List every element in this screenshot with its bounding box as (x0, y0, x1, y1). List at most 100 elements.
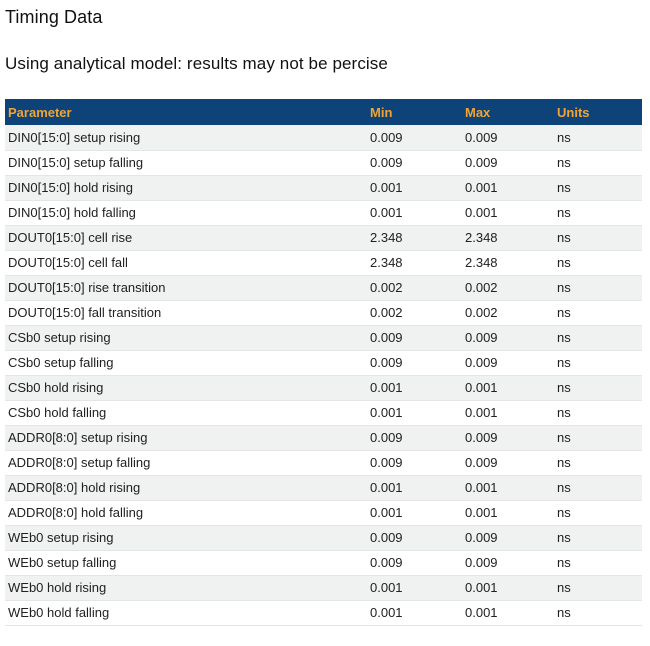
table-row: WEb0 hold falling 0.001 0.001 ns (5, 600, 642, 626)
cell-min: 0.001 (370, 200, 465, 226)
cell-parameter: CSb0 setup falling (5, 350, 370, 376)
cell-max: 0.001 (465, 475, 557, 501)
cell-max: 0.009 (465, 150, 557, 176)
cell-parameter: ADDR0[8:0] hold rising (5, 475, 370, 501)
cell-min: 0.002 (370, 275, 465, 301)
column-header-units: Units (557, 99, 642, 125)
page-subtitle: Using analytical model: results may not … (5, 54, 388, 73)
table-header: Parameter Min Max Units (5, 99, 642, 125)
cell-units: ns (557, 275, 642, 301)
timing-data-table: Parameter Min Max Units DIN0[15:0] setup… (5, 99, 642, 626)
cell-parameter: DIN0[15:0] setup rising (5, 125, 370, 151)
cell-units: ns (557, 150, 642, 176)
cell-max: 0.009 (465, 450, 557, 476)
cell-parameter: WEb0 hold rising (5, 575, 370, 601)
cell-min: 0.009 (370, 425, 465, 451)
cell-parameter: WEb0 setup rising (5, 525, 370, 551)
cell-parameter: WEb0 hold falling (5, 600, 370, 626)
column-header-min: Min (370, 99, 465, 125)
cell-units: ns (557, 125, 642, 151)
cell-units: ns (557, 200, 642, 226)
cell-max: 0.001 (465, 175, 557, 201)
cell-units: ns (557, 225, 642, 251)
cell-units: ns (557, 575, 642, 601)
cell-max: 0.001 (465, 375, 557, 401)
cell-units: ns (557, 550, 642, 576)
cell-parameter: CSb0 hold rising (5, 375, 370, 401)
cell-min: 0.001 (370, 375, 465, 401)
cell-parameter: ADDR0[8:0] hold falling (5, 500, 370, 526)
cell-min: 2.348 (370, 250, 465, 276)
cell-min: 0.009 (370, 350, 465, 376)
cell-max: 0.001 (465, 200, 557, 226)
table-header-row: Parameter Min Max Units (5, 99, 642, 125)
table-row: DOUT0[15:0] cell fall 2.348 2.348 ns (5, 250, 642, 276)
cell-max: 0.009 (465, 350, 557, 376)
cell-units: ns (557, 450, 642, 476)
cell-units: ns (557, 425, 642, 451)
cell-parameter: ADDR0[8:0] setup falling (5, 450, 370, 476)
cell-max: 0.002 (465, 300, 557, 326)
table-row: DOUT0[15:0] fall transition 0.002 0.002 … (5, 300, 642, 326)
table-row: DIN0[15:0] setup rising 0.009 0.009 ns (5, 125, 642, 151)
cell-parameter: ADDR0[8:0] setup rising (5, 425, 370, 451)
page-title: Timing Data (5, 7, 103, 27)
cell-parameter: DIN0[15:0] hold rising (5, 175, 370, 201)
table-row: ADDR0[8:0] setup falling 0.009 0.009 ns (5, 450, 642, 476)
table-row: CSb0 hold rising 0.001 0.001 ns (5, 375, 642, 401)
table-row: DOUT0[15:0] cell rise 2.348 2.348 ns (5, 225, 642, 251)
table-row: WEb0 setup rising 0.009 0.009 ns (5, 525, 642, 551)
cell-max: 0.001 (465, 575, 557, 601)
cell-min: 0.009 (370, 450, 465, 476)
table-row: DOUT0[15:0] rise transition 0.002 0.002 … (5, 275, 642, 301)
table-row: DIN0[15:0] hold rising 0.001 0.001 ns (5, 175, 642, 201)
table-row: ADDR0[8:0] hold rising 0.001 0.001 ns (5, 475, 642, 501)
cell-max: 2.348 (465, 225, 557, 251)
cell-max: 0.001 (465, 500, 557, 526)
cell-parameter: DOUT0[15:0] fall transition (5, 300, 370, 326)
cell-max: 2.348 (465, 250, 557, 276)
cell-min: 0.001 (370, 500, 465, 526)
cell-min: 0.001 (370, 475, 465, 501)
table-row: CSb0 hold falling 0.001 0.001 ns (5, 400, 642, 426)
cell-max: 0.009 (465, 425, 557, 451)
cell-units: ns (557, 300, 642, 326)
cell-min: 0.009 (370, 525, 465, 551)
cell-max: 0.002 (465, 275, 557, 301)
cell-min: 0.001 (370, 400, 465, 426)
cell-max: 0.009 (465, 325, 557, 351)
cell-parameter: WEb0 setup falling (5, 550, 370, 576)
table-row: ADDR0[8:0] hold falling 0.001 0.001 ns (5, 500, 642, 526)
cell-units: ns (557, 175, 642, 201)
cell-max: 0.001 (465, 400, 557, 426)
cell-units: ns (557, 500, 642, 526)
cell-max: 0.009 (465, 550, 557, 576)
cell-min: 0.001 (370, 175, 465, 201)
cell-units: ns (557, 250, 642, 276)
cell-min: 2.348 (370, 225, 465, 251)
cell-min: 0.009 (370, 325, 465, 351)
table-body: DIN0[15:0] setup rising 0.009 0.009 ns D… (5, 125, 642, 626)
cell-units: ns (557, 400, 642, 426)
cell-min: 0.001 (370, 600, 465, 626)
cell-parameter: DOUT0[15:0] rise transition (5, 275, 370, 301)
table-row: WEb0 hold rising 0.001 0.001 ns (5, 575, 642, 601)
cell-units: ns (557, 525, 642, 551)
cell-max: 0.009 (465, 125, 557, 151)
cell-min: 0.009 (370, 550, 465, 576)
cell-max: 0.001 (465, 600, 557, 626)
cell-min: 0.001 (370, 575, 465, 601)
cell-units: ns (557, 375, 642, 401)
cell-parameter: DOUT0[15:0] cell rise (5, 225, 370, 251)
cell-min: 0.009 (370, 125, 465, 151)
cell-units: ns (557, 350, 642, 376)
table-row: DIN0[15:0] setup falling 0.009 0.009 ns (5, 150, 642, 176)
cell-parameter: CSb0 hold falling (5, 400, 370, 426)
table-row: CSb0 setup rising 0.009 0.009 ns (5, 325, 642, 351)
column-header-max: Max (465, 99, 557, 125)
cell-units: ns (557, 475, 642, 501)
report-page: Timing Data Using analytical model: resu… (5, 7, 642, 626)
cell-min: 0.002 (370, 300, 465, 326)
table-row: DIN0[15:0] hold falling 0.001 0.001 ns (5, 200, 642, 226)
cell-parameter: DIN0[15:0] hold falling (5, 200, 370, 226)
